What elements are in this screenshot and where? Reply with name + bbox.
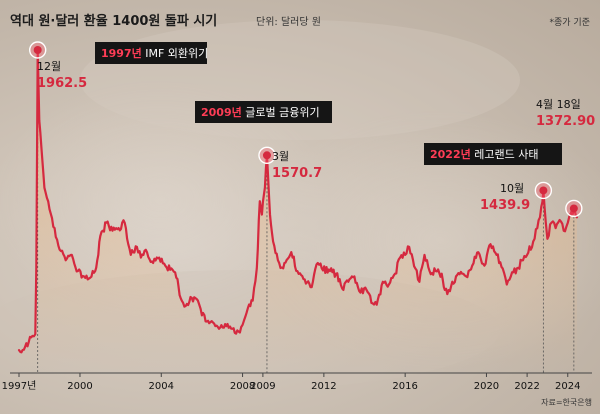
peak-label-2009: 3월 xyxy=(272,150,289,163)
note-label: *종가 기준 xyxy=(550,17,590,28)
event-label: 2009년 글로벌 금융위기 xyxy=(201,105,320,119)
peak-label-2024: 4월 18일 xyxy=(536,97,581,111)
x-tick-label: 2024 xyxy=(555,381,580,392)
event-box-imf: 1997년 IMF 외환위기 xyxy=(95,42,208,64)
x-tick-label: 2022 xyxy=(514,381,539,392)
peak-value-2022: 1439.9 xyxy=(480,198,530,213)
line-layer xyxy=(17,48,578,354)
chart-title: 역대 원·달러 환율 1400원 돌파 시기 xyxy=(10,13,217,29)
source-label: 자료=한국은행 xyxy=(541,397,592,407)
event-label: 2022년 레고랜드 사태 xyxy=(430,147,538,161)
peak-marker xyxy=(539,186,548,195)
x-tick-label: 2012 xyxy=(311,381,336,392)
event-box-bg xyxy=(424,143,562,165)
x-tick-label: 2004 xyxy=(149,381,174,392)
event-label: 1997년 IMF 외환위기 xyxy=(101,46,208,60)
peak-value-2024: 1372.90 xyxy=(536,114,595,129)
area-layer xyxy=(19,50,577,373)
peak-marker xyxy=(569,204,578,213)
peak-value-2009: 1570.7 xyxy=(272,166,322,181)
event-box-bg xyxy=(95,42,207,64)
peak-value-1997: 1962.5 xyxy=(37,76,87,91)
x-tick-label: 1997년 xyxy=(2,380,37,392)
peak-layer xyxy=(28,41,583,218)
event-box-bg xyxy=(195,101,332,123)
event-box-legoland: 2022년 레고랜드 사태 xyxy=(424,143,562,165)
peak-marker xyxy=(33,46,42,54)
unit-label: 단위: 달러당 원 xyxy=(256,15,321,28)
event-box-gfc: 2009년 글로벌 금융위기 xyxy=(195,101,332,123)
x-tick-label: 2016 xyxy=(392,381,417,392)
exchange-rate-line xyxy=(17,48,578,354)
peak-marker xyxy=(262,151,271,160)
series-area xyxy=(19,50,577,373)
x-tick-label: 2020 xyxy=(474,381,499,392)
x-tick-label: 2009 xyxy=(250,381,275,392)
x-tick-label: 2000 xyxy=(67,381,92,392)
peak-label-1997: 12월 xyxy=(37,60,61,73)
peak-label-2022: 10월 xyxy=(500,182,524,195)
x-tick-label: 2008 xyxy=(230,381,255,392)
